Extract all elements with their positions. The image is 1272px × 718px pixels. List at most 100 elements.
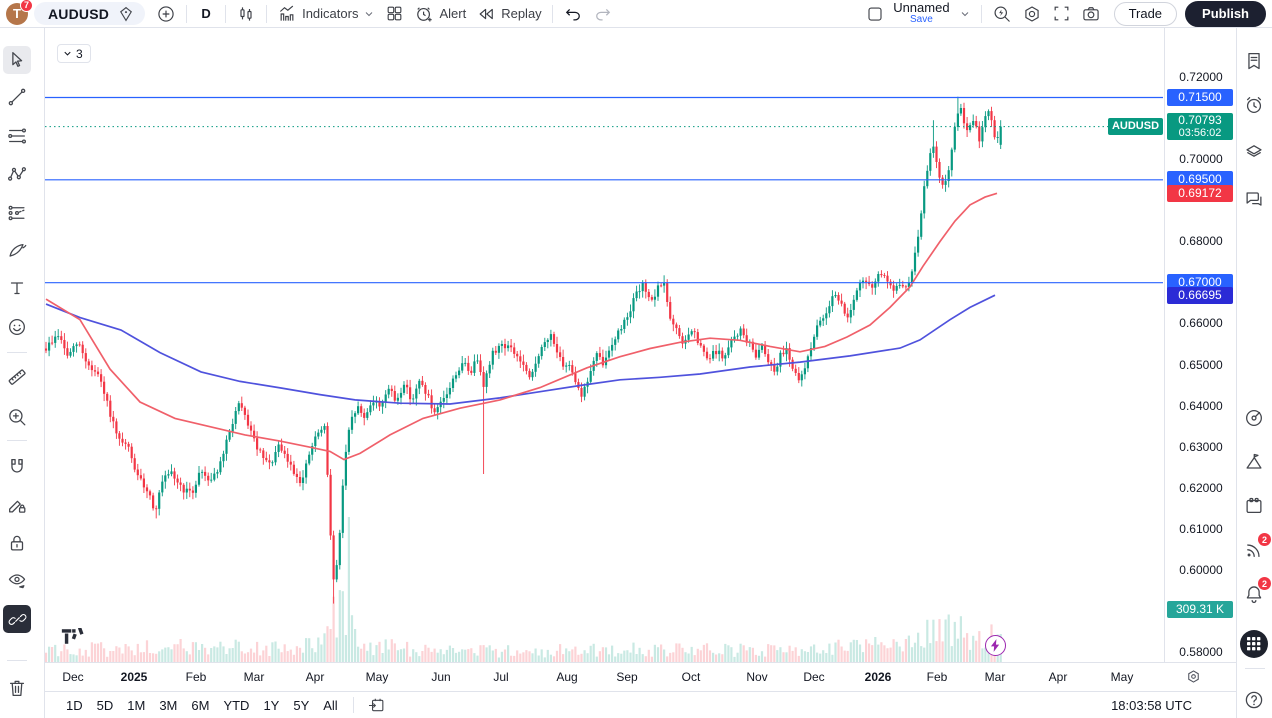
volume-bar (806, 652, 809, 662)
candle (412, 398, 415, 400)
volume-bar (164, 647, 167, 662)
candle (118, 433, 121, 439)
alerts-icon[interactable] (1240, 91, 1268, 119)
help-icon[interactable] (1240, 686, 1268, 714)
go-to-date-icon[interactable] (362, 692, 391, 718)
drawing-toolbar (0, 28, 45, 718)
apps-icon[interactable] (1240, 630, 1268, 658)
volume-bar (228, 648, 231, 662)
timeframe-button[interactable]: D (201, 6, 211, 21)
volume-bar (767, 644, 770, 662)
candle (519, 356, 522, 362)
volume-bar (513, 655, 516, 662)
link-icon[interactable] (3, 605, 31, 633)
volume-bar (819, 653, 822, 662)
layout-name-button[interactable]: Unnamed Save (889, 1, 953, 26)
remove-objects-icon[interactable] (3, 674, 31, 702)
chart-plot[interactable]: 3 AUDUSD (45, 28, 1163, 662)
range-button-5d[interactable]: 5D (96, 697, 114, 713)
volume-bar (197, 650, 201, 662)
ideas-icon[interactable] (1240, 448, 1268, 476)
clock-utc[interactable]: 18:03:58 UTC (1111, 697, 1192, 713)
notifications-icon[interactable]: 2 (1240, 577, 1271, 608)
indicators-button[interactable]: Indicators (272, 1, 380, 27)
hide-all-drawings-icon[interactable] (3, 566, 31, 594)
volume-bar (901, 651, 904, 662)
chart-style-button[interactable] (231, 1, 261, 27)
fib-retracement-icon[interactable] (3, 122, 31, 150)
volume-bar (66, 649, 69, 662)
candle (234, 411, 237, 424)
toolbar-separator (266, 4, 268, 23)
save-label[interactable]: Save (909, 13, 933, 25)
screener-icon[interactable] (1240, 404, 1268, 432)
range-button-all[interactable]: All (323, 697, 338, 713)
candlestick-chart[interactable] (45, 28, 1163, 662)
candle (142, 478, 145, 488)
undo-button[interactable] (558, 1, 588, 27)
trend-line-icon[interactable] (3, 83, 31, 111)
chart-pane[interactable]: 3 AUDUSD 0.720000.710000.700000.680000.6… (45, 28, 1236, 691)
range-button-1m[interactable]: 1M (127, 697, 146, 713)
toolbar-separator (225, 4, 227, 23)
cursor-icon[interactable] (3, 46, 31, 74)
snapshot-camera-icon[interactable] (1076, 1, 1106, 27)
candle (910, 271, 914, 283)
layout-chevron-down-icon[interactable] (954, 1, 976, 27)
settings-gear-icon[interactable] (1017, 1, 1047, 27)
object-tree-icon[interactable] (1240, 138, 1268, 166)
candle (470, 370, 473, 373)
volume-bar (161, 649, 164, 662)
fullscreen-icon[interactable] (1047, 1, 1076, 27)
candle (699, 343, 702, 346)
axis-settings-gear-icon[interactable] (1185, 668, 1202, 685)
time-axis[interactable]: Dec 2025 Feb Mar Apr May Jun Jul Aug Sep Oct Nov Dec… (45, 662, 1236, 691)
emoji-icon[interactable] (3, 313, 31, 341)
ruler-icon[interactable] (3, 363, 31, 391)
price-axis[interactable]: 0.720000.710000.700000.680000.660000.650… (1164, 28, 1236, 662)
publish-button[interactable]: Publish (1185, 0, 1266, 27)
candle (152, 495, 155, 509)
candle (72, 346, 75, 352)
text-icon[interactable] (3, 274, 31, 302)
watchlist-icon[interactable] (1240, 47, 1268, 75)
volume-bar (133, 655, 136, 662)
legend-collapsed-toggle[interactable]: 3 (57, 44, 91, 63)
candle (540, 347, 543, 357)
volume-bar (595, 656, 598, 662)
event-lightning-marker[interactable] (985, 635, 1006, 656)
user-avatar[interactable]: T 7 (6, 0, 33, 25)
range-button-1d[interactable]: 1D (66, 697, 83, 713)
range-button-1y[interactable]: 1Y (263, 697, 280, 713)
lock-all-drawings-icon[interactable] (3, 529, 31, 557)
trade-button[interactable]: Trade (1113, 1, 1178, 26)
alert-button[interactable]: Alert (409, 1, 471, 27)
layout-select-icon[interactable] (861, 1, 889, 27)
streams-icon[interactable]: 2 (1240, 533, 1271, 564)
symbol-search-box[interactable]: AUDUSD (34, 2, 146, 25)
tradingview-logo[interactable] (61, 628, 85, 645)
magnet-icon[interactable] (3, 452, 31, 480)
compare-add-symbol-button[interactable] (151, 1, 181, 27)
candle (666, 282, 669, 302)
range-button-5y[interactable]: 5Y (293, 697, 310, 713)
replay-button[interactable]: Replay (471, 1, 546, 27)
forecast-icon[interactable] (3, 199, 31, 227)
volume-bar (898, 646, 901, 662)
calendar-icon[interactable] (1240, 492, 1268, 520)
candle (546, 339, 549, 342)
range-button-6m[interactable]: 6M (191, 697, 210, 713)
pattern-icon[interactable] (3, 160, 31, 188)
candle (130, 446, 133, 459)
zoom-in-icon[interactable] (3, 403, 31, 431)
quick-search-icon[interactable] (987, 1, 1017, 27)
layout-grid-button[interactable] (380, 1, 409, 27)
range-button-3m[interactable]: 3M (159, 697, 178, 713)
candle (791, 359, 794, 369)
range-button-ytd[interactable]: YTD (223, 697, 250, 713)
drawing-mode-lock-icon[interactable] (3, 491, 31, 519)
candle (617, 330, 620, 340)
redo-button[interactable] (588, 1, 618, 27)
brush-icon[interactable] (3, 237, 31, 265)
chat-icon[interactable] (1240, 185, 1268, 213)
